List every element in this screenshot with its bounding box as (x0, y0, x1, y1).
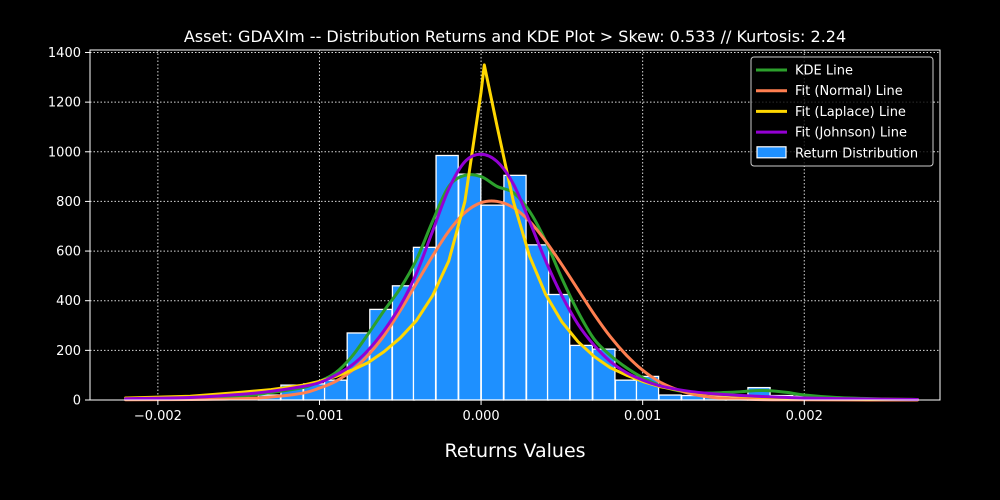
fit-lines (124, 63, 919, 402)
x-tick-label: 0.001 (624, 409, 661, 424)
histogram-bar (480, 204, 505, 401)
x-tick-label: 0.002 (786, 409, 823, 424)
legend-entry-label: Fit (Johnson) Line (795, 126, 907, 141)
y-tick-label: 1400 (48, 46, 81, 61)
x-tick-label: −0.001 (295, 409, 343, 424)
y-tick-label: 800 (56, 195, 81, 210)
plot-frame (89, 49, 941, 401)
y-tick-label: 400 (56, 294, 81, 309)
y-tick-label: 600 (56, 245, 81, 260)
histogram-bar (546, 293, 571, 401)
y-tick-label: 1200 (48, 96, 81, 111)
histogram-bar (614, 379, 639, 401)
x-axis-ticks: −0.002 −0.001 0.000 0.001 0.002 (134, 400, 823, 424)
legend: KDE Line Fit (Normal) Line Fit (Laplace) L… (750, 56, 934, 167)
x-tick-label: −0.002 (134, 409, 182, 424)
y-tick-label: 1000 (48, 145, 81, 160)
y-tick-label: 200 (56, 344, 81, 359)
legend-entry-label: KDE Line (795, 64, 853, 79)
x-axis-label: Returns Values (444, 440, 585, 462)
legend-entry-label: Fit (Laplace) Line (795, 105, 906, 120)
legend-box (750, 56, 934, 167)
legend-entry-label: Fit (Normal) Line (795, 84, 903, 99)
y-axis-ticks: 0 200 400 600 800 1000 1200 1400 (48, 46, 90, 409)
normal-fit-line (124, 199, 919, 402)
histogram-bar (323, 379, 348, 401)
chart-title: Asset: GDAXIm -- Distribution Returns an… (184, 27, 846, 46)
legend-swatch-patch (756, 146, 787, 159)
y-tick-label: 0 (73, 394, 81, 409)
legend-entry-label: Return Distribution (795, 146, 918, 161)
histogram-bar (658, 394, 682, 401)
histogram-bar (525, 244, 550, 401)
x-tick-label: 0.000 (462, 409, 499, 424)
johnson-fit-line (124, 152, 919, 401)
